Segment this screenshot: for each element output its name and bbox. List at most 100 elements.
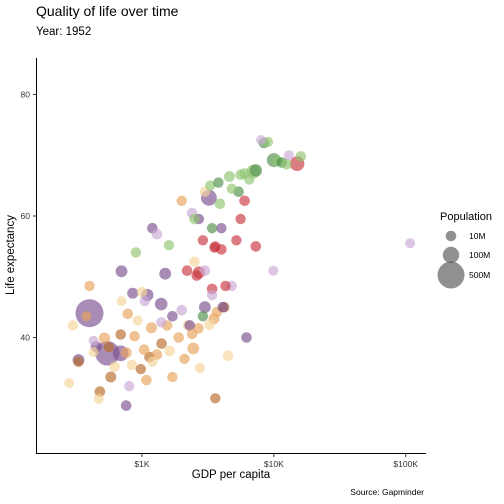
data-point bbox=[283, 150, 294, 161]
data-point bbox=[181, 265, 193, 277]
legend-size-key bbox=[445, 230, 457, 242]
data-point bbox=[210, 241, 221, 252]
chart-caption: Source: Gapminder bbox=[350, 487, 424, 497]
data-point bbox=[256, 135, 267, 145]
data-point bbox=[103, 342, 115, 353]
data-point bbox=[151, 228, 163, 240]
data-point bbox=[120, 400, 132, 411]
data-point bbox=[145, 322, 157, 334]
data-point bbox=[199, 265, 211, 277]
x-tick-label: $1K bbox=[134, 459, 149, 469]
data-point bbox=[249, 164, 263, 177]
data-point bbox=[235, 169, 246, 180]
data-point bbox=[205, 180, 216, 191]
data-point bbox=[115, 265, 128, 278]
data-point bbox=[176, 195, 187, 206]
data-point bbox=[250, 241, 262, 252]
data-point bbox=[189, 213, 200, 225]
legend-entries: 10M 100M 500M bbox=[437, 230, 490, 289]
y-axis-label: Life expectancy bbox=[5, 215, 17, 295]
data-point bbox=[84, 280, 95, 292]
data-point bbox=[116, 296, 127, 307]
data-point bbox=[67, 320, 79, 331]
data-point bbox=[88, 347, 99, 358]
data-point bbox=[122, 308, 133, 320]
legend-size-key bbox=[437, 261, 465, 289]
data-point bbox=[214, 198, 226, 210]
data-point bbox=[176, 304, 187, 316]
data-point bbox=[223, 171, 235, 182]
y-tick-label: 60 bbox=[21, 211, 31, 221]
data-point bbox=[127, 287, 139, 299]
legend-label: 10M bbox=[469, 231, 486, 241]
data-point bbox=[197, 235, 209, 246]
data-point bbox=[136, 286, 148, 298]
legend-label: 500M bbox=[469, 270, 490, 280]
data-point bbox=[197, 311, 209, 322]
data-point bbox=[154, 297, 168, 311]
x-ticks: $1K $10K $100K bbox=[134, 453, 418, 469]
data-point bbox=[115, 329, 126, 340]
data-point bbox=[126, 359, 138, 371]
data-point bbox=[88, 335, 99, 346]
data-point bbox=[186, 328, 198, 340]
data-point bbox=[213, 177, 224, 188]
data-point bbox=[216, 223, 227, 234]
data-point bbox=[139, 295, 150, 307]
data-point bbox=[159, 267, 172, 280]
points-layer bbox=[64, 135, 416, 411]
data-point bbox=[173, 332, 184, 343]
data-point bbox=[235, 213, 246, 225]
x-tick-label: $10K bbox=[264, 459, 284, 469]
data-point bbox=[226, 183, 237, 194]
data-point bbox=[184, 320, 195, 331]
y-tick-label: 80 bbox=[21, 89, 31, 99]
data-point bbox=[204, 319, 215, 331]
data-point bbox=[167, 371, 178, 383]
data-point bbox=[206, 289, 218, 301]
data-point bbox=[129, 331, 140, 342]
data-point bbox=[163, 240, 175, 251]
legend-title: Population bbox=[440, 211, 492, 223]
data-point bbox=[220, 280, 231, 292]
data-point bbox=[120, 347, 132, 359]
data-point bbox=[156, 317, 167, 328]
data-point bbox=[199, 301, 211, 314]
x-axis-label: GDP per capita bbox=[192, 469, 271, 481]
data-point bbox=[194, 362, 206, 374]
data-point bbox=[109, 361, 120, 372]
data-point bbox=[281, 159, 292, 170]
data-point bbox=[135, 363, 146, 375]
data-point bbox=[217, 301, 229, 313]
data-point bbox=[231, 235, 242, 246]
data-point bbox=[93, 393, 104, 404]
data-point bbox=[141, 374, 152, 386]
data-point bbox=[138, 344, 150, 356]
data-point bbox=[156, 338, 167, 349]
data-point bbox=[132, 315, 143, 326]
data-point bbox=[239, 195, 250, 207]
data-point bbox=[210, 393, 221, 404]
data-point bbox=[189, 256, 200, 267]
data-point bbox=[105, 371, 117, 383]
data-point bbox=[81, 311, 92, 322]
data-point bbox=[295, 151, 307, 162]
chart-title: Quality of life over time bbox=[36, 3, 179, 19]
data-point bbox=[64, 378, 75, 389]
data-point bbox=[268, 265, 279, 276]
data-point bbox=[98, 332, 111, 344]
chart-subtitle: Year: 1952 bbox=[36, 26, 91, 38]
data-point bbox=[130, 247, 142, 258]
data-point bbox=[244, 174, 255, 185]
x-tick-label: $100K bbox=[393, 459, 418, 469]
y-tick-label: 40 bbox=[21, 333, 31, 343]
data-point bbox=[164, 345, 175, 357]
data-point bbox=[405, 238, 416, 249]
data-point bbox=[241, 332, 252, 343]
data-point bbox=[124, 381, 135, 392]
data-point bbox=[206, 223, 218, 234]
y-ticks: 40 60 80 bbox=[21, 89, 37, 343]
data-point bbox=[187, 342, 200, 355]
data-point bbox=[167, 311, 178, 322]
